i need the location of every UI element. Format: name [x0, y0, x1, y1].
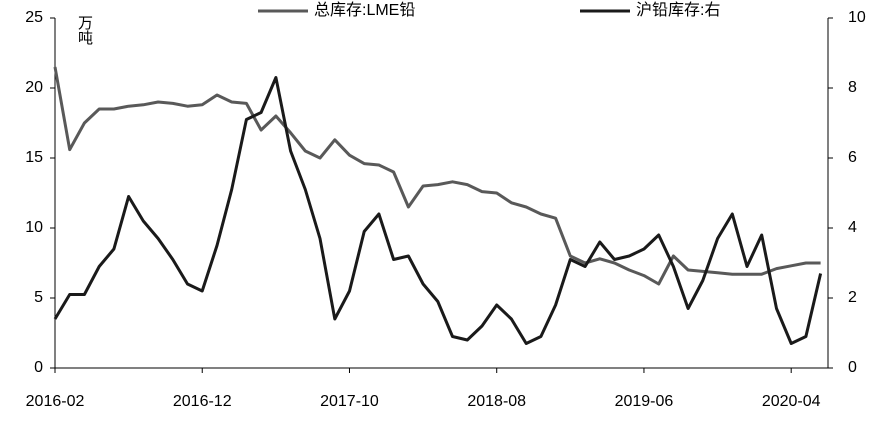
y-tick-label: 20: [25, 79, 43, 96]
legend-label: 总库存:LME铅: [314, 1, 415, 19]
legend-label: 沪铅库存:右: [636, 1, 720, 19]
x-tick-label: 2016-02: [26, 393, 85, 410]
x-tick-label: 2020-04: [762, 393, 821, 410]
y2-tick-label: 10: [848, 9, 866, 26]
x-tick-label: 2018-08: [467, 393, 526, 410]
y2-tick-label: 6: [848, 149, 857, 166]
series-line: [53, 76, 823, 345]
x-tick-label: 2017-10: [320, 393, 379, 410]
x-tick-label: 2019-06: [615, 393, 674, 410]
y2-tick-label: 2: [848, 289, 857, 306]
y-tick-label: 10: [25, 219, 43, 236]
y2-tick-label: 4: [848, 219, 857, 236]
x-tick-label: 2016-12: [173, 393, 232, 410]
y2-tick-label: 0: [848, 359, 857, 376]
series-line: [53, 66, 821, 286]
unit-label: 万吨: [76, 15, 93, 45]
y-tick-label: 5: [34, 289, 43, 306]
y-tick-label: 25: [25, 9, 43, 26]
y2-tick-label: 8: [848, 79, 857, 96]
y-tick-label: 15: [25, 149, 43, 166]
y-tick-label: 0: [34, 359, 43, 376]
